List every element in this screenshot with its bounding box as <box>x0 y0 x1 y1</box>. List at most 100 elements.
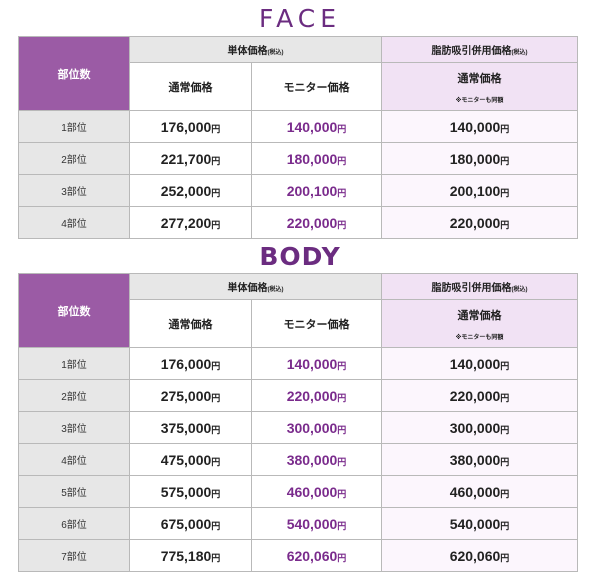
price-value: 220,000 <box>286 214 338 231</box>
yen-unit: 円 <box>211 456 221 467</box>
single-price-header: 単体価格(税込) <box>129 36 382 63</box>
table-row: 7部位 775,180円 620,060円 620,060円 <box>18 539 578 572</box>
face-section-title: FACE <box>259 4 341 33</box>
table-row: 3部位 375,000円 300,000円 300,000円 <box>18 411 578 444</box>
yen-unit: 円 <box>500 392 510 403</box>
price-value: 675,000 <box>160 515 212 532</box>
yen-unit: 円 <box>500 424 510 435</box>
part-count-cell: 3部位 <box>18 411 130 444</box>
price-value: 140,000 <box>449 355 501 372</box>
normal-price-cell: 375,000円 <box>129 411 252 444</box>
monitor-price-cell: 140,000円 <box>251 110 382 143</box>
normal-price-cell: 675,000円 <box>129 507 252 540</box>
price-value: 575,000 <box>160 483 212 500</box>
table-row: 6部位 675,000円 540,000円 540,000円 <box>18 507 578 540</box>
table-row: 2部位 221,700円 180,000円 180,000円 <box>18 142 578 175</box>
yen-unit: 円 <box>500 488 510 499</box>
price-value: 300,000 <box>449 419 501 436</box>
yen-unit: 円 <box>500 552 510 563</box>
yen-unit: 円 <box>500 456 510 467</box>
lipo-price-cell: 180,000円 <box>381 142 578 175</box>
part-count-cell: 6部位 <box>18 507 130 540</box>
normal-price-header: 通常価格 <box>129 299 252 348</box>
normal-price-cell: 277,200円 <box>129 206 252 239</box>
yen-unit: 円 <box>337 552 347 563</box>
monitor-price-header: モニター価格 <box>251 299 382 348</box>
yen-unit: 円 <box>337 360 347 371</box>
normal-price-cell: 221,700円 <box>129 142 252 175</box>
price-value: 380,000 <box>449 451 501 468</box>
price-value: 140,000 <box>286 118 338 135</box>
price-value: 140,000 <box>449 118 501 135</box>
yen-unit: 円 <box>337 424 347 435</box>
lipo-price-cell: 460,000円 <box>381 475 578 508</box>
yen-unit: 円 <box>211 360 221 371</box>
price-value: 375,000 <box>160 419 212 436</box>
yen-unit: 円 <box>211 552 221 563</box>
lipo-price-cell: 140,000円 <box>381 110 578 143</box>
yen-unit: 円 <box>337 219 347 230</box>
normal-price-cell: 575,000円 <box>129 475 252 508</box>
part-count-cell: 5部位 <box>18 475 130 508</box>
face-price-table: 部位数 単体価格(税込) 脂肪吸引併用価格(税込) 通常価格 モニター価格 通常… <box>18 36 578 239</box>
yen-unit: 円 <box>211 187 221 198</box>
table-row: 4部位 277,200円 220,000円 220,000円 <box>18 206 578 239</box>
lipo-price-cell: 220,000円 <box>381 206 578 239</box>
price-value: 252,000 <box>160 182 212 199</box>
lipo-price-cell: 140,000円 <box>381 347 578 380</box>
price-value: 620,060 <box>286 547 338 564</box>
price-value: 200,100 <box>449 182 501 199</box>
yen-unit: 円 <box>337 488 347 499</box>
yen-unit: 円 <box>211 488 221 499</box>
yen-unit: 円 <box>500 123 510 134</box>
price-value: 180,000 <box>449 150 501 167</box>
part-count-cell: 1部位 <box>18 110 130 143</box>
price-value: 176,000 <box>160 355 212 372</box>
table-row: 4部位 475,000円 380,000円 380,000円 <box>18 443 578 476</box>
yen-unit: 円 <box>500 187 510 198</box>
table-row: 5部位 575,000円 460,000円 460,000円 <box>18 475 578 508</box>
price-value: 221,700 <box>160 150 212 167</box>
monitor-price-cell: 220,000円 <box>251 379 382 412</box>
yen-unit: 円 <box>211 123 221 134</box>
yen-unit: 円 <box>211 155 221 166</box>
lipo-price-cell: 300,000円 <box>381 411 578 444</box>
normal-price-cell: 176,000円 <box>129 347 252 380</box>
table-row: 1部位 176,000円 140,000円 140,000円 <box>18 110 578 143</box>
yen-unit: 円 <box>337 520 347 531</box>
normal-price-header: 通常価格 <box>129 62 252 111</box>
table-row: 2部位 275,000円 220,000円 220,000円 <box>18 379 578 412</box>
yen-unit: 円 <box>211 219 221 230</box>
yen-unit: 円 <box>500 219 510 230</box>
part-count-header: 部位数 <box>18 36 130 111</box>
table-row: 3部位 252,000円 200,100円 200,100円 <box>18 174 578 207</box>
monitor-price-cell: 220,000円 <box>251 206 382 239</box>
price-value: 540,000 <box>286 515 338 532</box>
yen-unit: 円 <box>500 155 510 166</box>
normal-price-cell: 252,000円 <box>129 174 252 207</box>
table-row: 1部位 176,000円 140,000円 140,000円 <box>18 347 578 380</box>
price-value: 180,000 <box>286 150 338 167</box>
yen-unit: 円 <box>211 520 221 531</box>
yen-unit: 円 <box>337 392 347 403</box>
part-count-cell: 1部位 <box>18 347 130 380</box>
normal-price-cell: 475,000円 <box>129 443 252 476</box>
price-value: 220,000 <box>286 387 338 404</box>
lipo-price-cell: 200,100円 <box>381 174 578 207</box>
yen-unit: 円 <box>211 424 221 435</box>
monitor-price-cell: 180,000円 <box>251 142 382 175</box>
yen-unit: 円 <box>337 187 347 198</box>
price-value: 540,000 <box>449 515 501 532</box>
part-count-cell: 2部位 <box>18 379 130 412</box>
price-value: 277,200 <box>160 214 212 231</box>
price-value: 620,060 <box>449 547 501 564</box>
yen-unit: 円 <box>337 155 347 166</box>
monitor-price-cell: 200,100円 <box>251 174 382 207</box>
lipo-price-cell: 380,000円 <box>381 443 578 476</box>
monitor-price-header: モニター価格 <box>251 62 382 111</box>
part-count-cell: 7部位 <box>18 539 130 572</box>
price-value: 475,000 <box>160 451 212 468</box>
part-count-cell: 3部位 <box>18 174 130 207</box>
yen-unit: 円 <box>337 456 347 467</box>
monitor-price-cell: 380,000円 <box>251 443 382 476</box>
